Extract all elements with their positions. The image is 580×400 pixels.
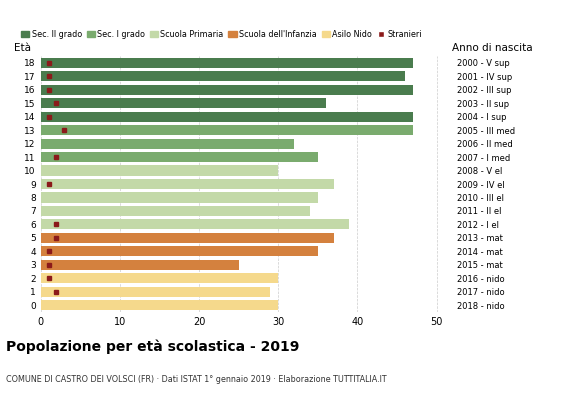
Bar [41, 192, 318, 202]
Text: Anno di nascita: Anno di nascita [452, 44, 533, 54]
Bar [41, 85, 413, 95]
Bar [41, 206, 310, 216]
Bar [41, 233, 333, 243]
Bar [41, 58, 413, 68]
Text: Popolazione per età scolastica - 2019: Popolazione per età scolastica - 2019 [6, 340, 299, 354]
Bar [41, 125, 413, 135]
Legend: Sec. II grado, Sec. I grado, Scuola Primaria, Scuola dell'Infanzia, Asilo Nido, : Sec. II grado, Sec. I grado, Scuola Prim… [18, 27, 425, 42]
Text: Età: Età [14, 44, 31, 54]
Bar [41, 166, 278, 176]
Bar [41, 98, 326, 108]
Bar [41, 179, 333, 189]
Text: COMUNE DI CASTRO DEI VOLSCI (FR) · Dati ISTAT 1° gennaio 2019 · Elaborazione TUT: COMUNE DI CASTRO DEI VOLSCI (FR) · Dati … [6, 375, 386, 384]
Bar [41, 273, 278, 283]
Bar [41, 287, 270, 297]
Bar [41, 112, 413, 122]
Bar [41, 300, 278, 310]
Bar [41, 246, 318, 256]
Bar [41, 219, 349, 230]
Bar [41, 260, 238, 270]
Bar [41, 138, 294, 149]
Bar [41, 152, 318, 162]
Bar [41, 71, 405, 81]
